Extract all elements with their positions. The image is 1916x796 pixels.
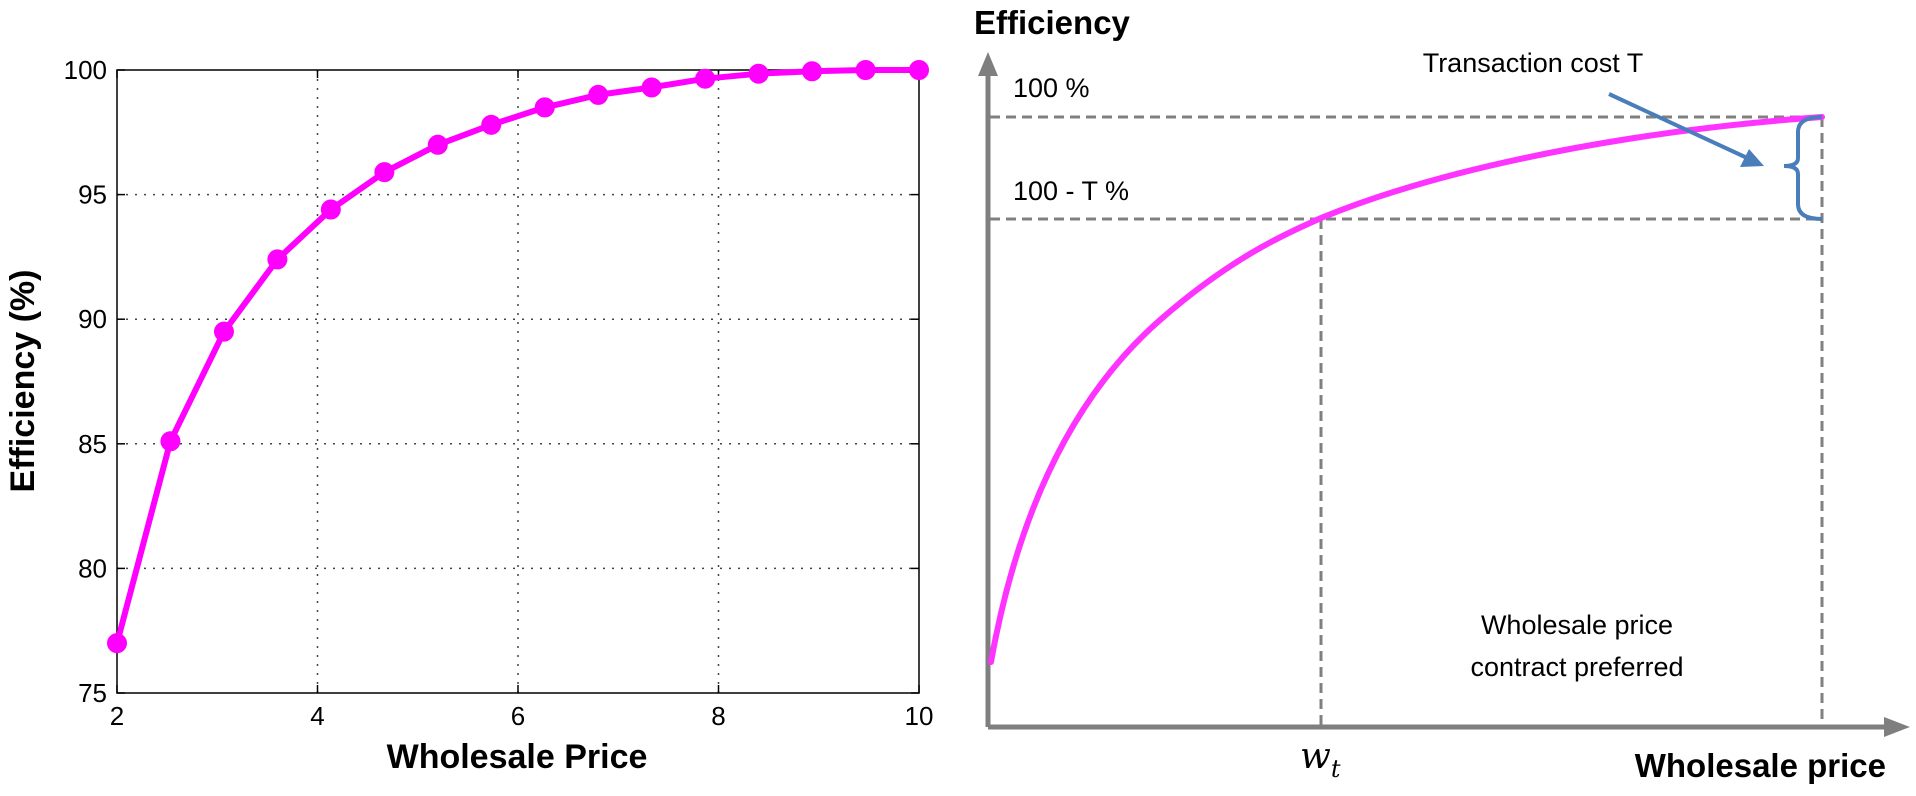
y-tick-label-80: 80	[78, 553, 107, 583]
label-100-minus-t: 100 - T %	[1013, 176, 1129, 206]
label-wt: wt	[1300, 736, 1341, 783]
sketch-x-axis-title: Wholesale price	[1635, 747, 1886, 784]
right-sketch: Efficiency Wholesale price 100 % 100 - T…	[974, 4, 1910, 784]
transaction-cost-arrowhead	[1740, 149, 1764, 167]
left-series-points	[107, 60, 929, 654]
left-grid	[117, 70, 919, 693]
transaction-cost-arrow-line	[1608, 92, 1759, 165]
left-series-line	[114, 67, 919, 644]
data-point-6	[427, 134, 448, 155]
sketch-x-arrowhead	[1884, 717, 1910, 737]
transaction-cost-brace	[1783, 115, 1823, 221]
data-point-0	[107, 633, 127, 654]
left-y-axis-title: Efficiency (%)	[4, 270, 42, 493]
label-wt-subscript: t	[1331, 755, 1341, 783]
x-tick-label-10: 10	[905, 701, 934, 731]
left-ticks	[116, 69, 920, 694]
data-point-1	[160, 431, 181, 452]
left-chart: 2 4 6 8 10 75 80 85 90 95 100 Wholesale Price Effi…	[4, 55, 933, 776]
y-tick-label-90: 90	[78, 304, 107, 334]
label-region-line1: Wholesale price	[1481, 610, 1673, 640]
x-tick-label-6: 6	[511, 701, 525, 731]
data-point-2	[213, 321, 234, 342]
data-point-5	[374, 162, 395, 183]
y-tick-label-75: 75	[78, 678, 107, 708]
data-point-9	[588, 84, 609, 105]
data-point-13	[802, 61, 823, 82]
sketch-y-arrowhead	[978, 52, 998, 76]
left-plot-frame	[116, 69, 920, 694]
sketch-y-axis-title: Efficiency	[974, 4, 1131, 41]
data-point-8	[534, 97, 555, 118]
data-point-7	[481, 114, 502, 135]
y-tick-label-100: 100	[64, 55, 107, 85]
x-tick-label-8: 8	[711, 701, 725, 731]
label-100-percent: 100 %	[1013, 73, 1090, 103]
data-point-11	[695, 68, 716, 89]
data-point-14	[855, 60, 876, 80]
data-point-4	[320, 199, 341, 220]
left-x-axis-title: Wholesale Price	[387, 738, 648, 776]
x-tick-label-2: 2	[110, 701, 124, 731]
data-point-15	[909, 60, 929, 80]
label-region-line2: contract preferred	[1470, 652, 1683, 682]
data-point-3	[267, 249, 288, 270]
label-wt-main: w	[1300, 736, 1331, 777]
y-tick-label-85: 85	[78, 429, 107, 459]
x-tick-label-4: 4	[310, 701, 324, 731]
label-transaction-cost: Transaction cost T	[1423, 48, 1644, 78]
left-tick-labels: 2 4 6 8 10 75 80 85 90 95 100	[64, 55, 934, 731]
y-tick-label-95: 95	[78, 180, 107, 210]
sketch-efficiency-curve	[988, 114, 1825, 665]
data-point-10	[641, 77, 662, 98]
data-point-12	[748, 63, 769, 84]
